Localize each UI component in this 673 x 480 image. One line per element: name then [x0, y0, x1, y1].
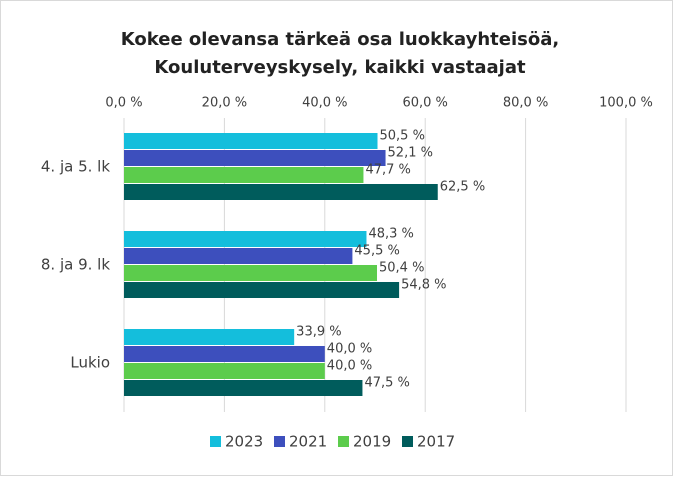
- bar: [124, 380, 363, 396]
- legend-label: 2023: [225, 433, 263, 451]
- data-label: 48,3 %: [368, 227, 413, 242]
- data-label: 47,7 %: [365, 163, 410, 178]
- data-label: 50,4 %: [379, 261, 424, 276]
- legend-swatch: [274, 436, 285, 447]
- x-tick-label: 60,0 %: [402, 96, 447, 111]
- data-label: 52,1 %: [388, 146, 433, 161]
- data-label: 40,0 %: [327, 342, 372, 357]
- bar: [124, 167, 364, 183]
- bar: [124, 363, 325, 379]
- data-label: 33,9 %: [296, 325, 341, 340]
- x-tick-label: 40,0 %: [302, 96, 347, 111]
- bar: [124, 133, 378, 149]
- bar: [124, 282, 400, 298]
- legend-label: 2021: [289, 433, 327, 451]
- x-tick-label: 100,0 %: [599, 96, 653, 111]
- bar: [124, 248, 353, 264]
- bar: [124, 346, 325, 362]
- x-tick-label: 0,0 %: [105, 96, 142, 111]
- legend-label: 2017: [417, 433, 455, 451]
- data-label: 47,5 %: [364, 376, 409, 391]
- bar: [124, 150, 386, 166]
- data-label: 62,5 %: [440, 180, 485, 195]
- chart-title: Kokee olevansa tärkeä osa luokkayhteisöä…: [121, 29, 559, 50]
- data-label: 45,5 %: [354, 244, 399, 259]
- y-tick-label: 8. ja 9. lk: [41, 256, 110, 274]
- x-tick-label: 20,0 %: [202, 96, 247, 111]
- data-label: 54,8 %: [401, 278, 446, 293]
- bar: [124, 184, 438, 200]
- data-label: 40,0 %: [327, 359, 372, 374]
- y-tick-label: 4. ja 5. lk: [41, 158, 110, 176]
- y-tick-label: Lukio: [70, 354, 110, 372]
- legend-swatch: [338, 436, 349, 447]
- x-tick-label: 80,0 %: [503, 96, 548, 111]
- data-label: 50,5 %: [380, 129, 425, 144]
- chart-title: Kouluterveyskysely, kaikki vastaajat: [154, 57, 526, 78]
- bar: [124, 231, 367, 247]
- bar: [124, 265, 378, 281]
- bar: [124, 329, 295, 345]
- legend-swatch: [402, 436, 413, 447]
- legend-label: 2019: [353, 433, 391, 451]
- legend-swatch: [210, 436, 221, 447]
